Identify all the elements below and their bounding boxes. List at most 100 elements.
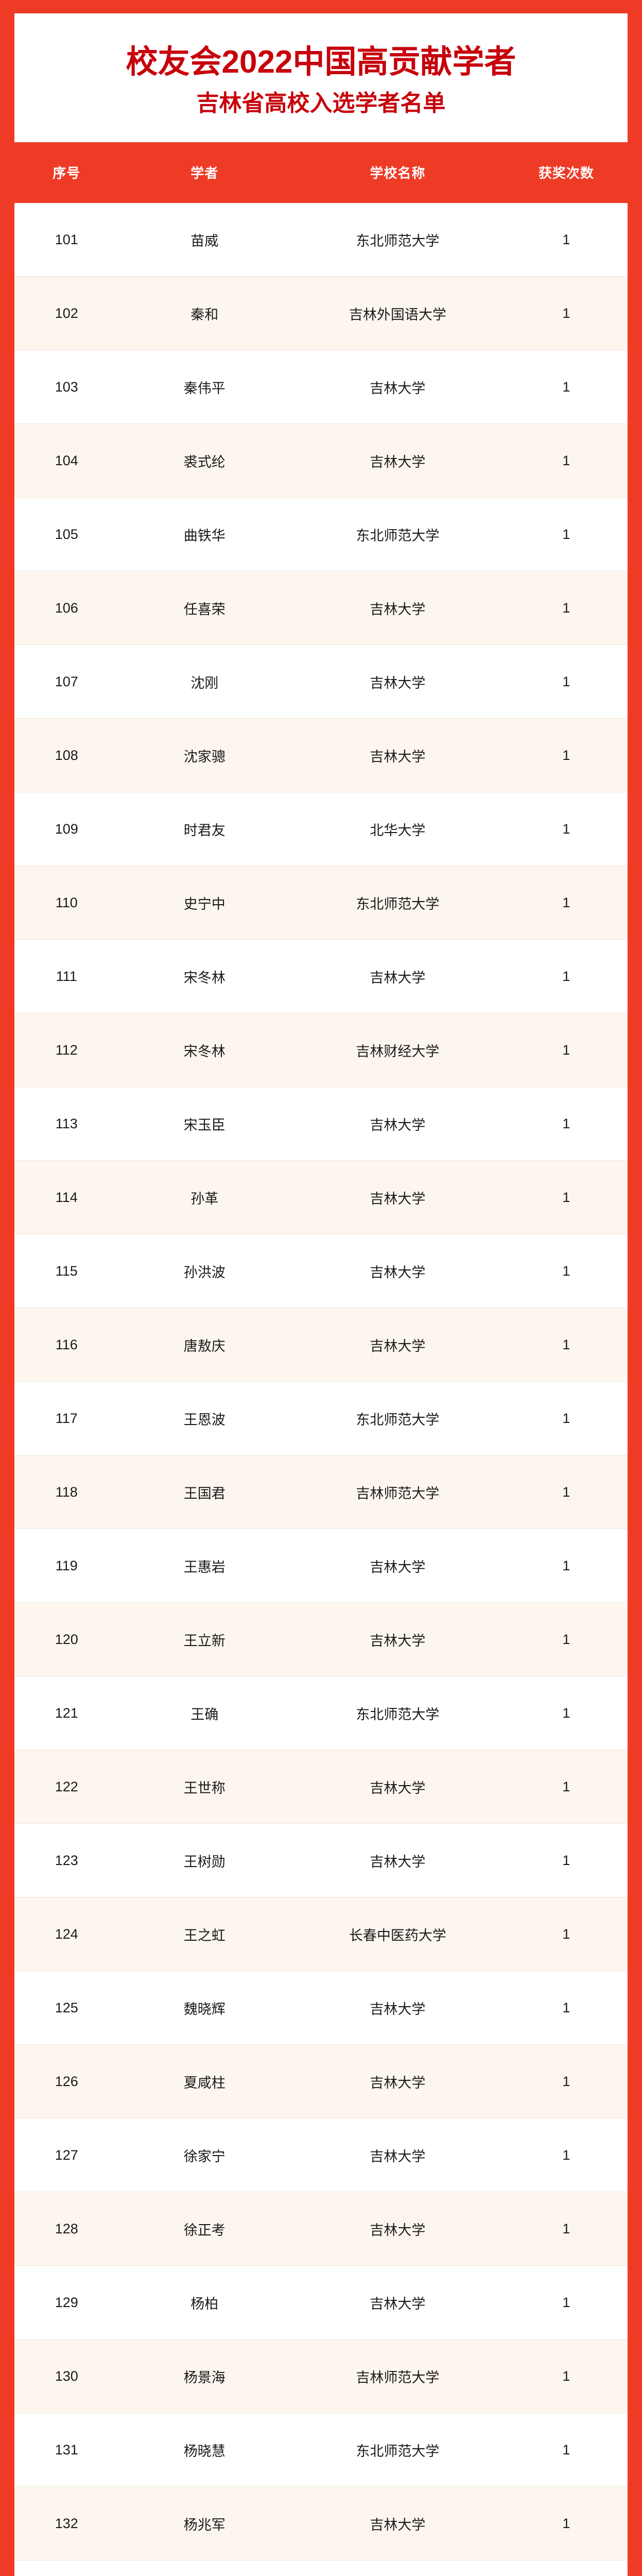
row-school: 吉林大学 [290, 939, 505, 1014]
row-count: 1 [505, 1381, 628, 1456]
row-index: 106 [14, 571, 119, 646]
row-school: 吉林大学 [290, 2486, 505, 2561]
row-school: 吉林大学 [290, 2560, 505, 2576]
row-index: 120 [14, 1602, 119, 1677]
row-count: 1 [505, 792, 628, 867]
row-scholar: 王确 [118, 1676, 290, 1751]
table-row: 130 杨景海 吉林师范大学 1 [14, 2339, 628, 2414]
row-scholar: 杨兆军 [118, 2486, 290, 2561]
row-index: 119 [14, 1529, 119, 1603]
table-row: 119 王惠岩 吉林大学 1 [14, 1529, 628, 1603]
row-school: 吉林师范大学 [290, 1455, 505, 1530]
row-index: 109 [14, 792, 119, 867]
row-index: 129 [14, 2265, 119, 2340]
row-count: 1 [505, 276, 628, 351]
poster-inner-card: 校友会2022中国高贡献学者 吉林省高校入选学者名单 序号 学者 学校名称 获奖… [14, 13, 628, 2576]
row-school: 长春中医药大学 [290, 1897, 505, 1972]
row-school: 吉林大学 [290, 1308, 505, 1382]
row-scholar: 徐正考 [118, 2192, 290, 2266]
row-scholar: 宋冬林 [118, 939, 290, 1014]
row-count: 1 [505, 645, 628, 719]
page-subtitle: 吉林省高校入选学者名单 [196, 91, 446, 116]
row-count: 1 [505, 1455, 628, 1530]
row-index: 110 [14, 866, 119, 940]
row-count: 1 [505, 1234, 628, 1309]
table-row: 127 徐家宁 吉林大学 1 [14, 2118, 628, 2193]
row-index: 102 [14, 276, 119, 351]
row-scholar: 任喜荣 [118, 571, 290, 646]
row-scholar: 杨晓慧 [118, 2413, 290, 2487]
row-count: 1 [505, 2339, 628, 2414]
table-row: 126 夏咸柱 吉林大学 1 [14, 2044, 628, 2119]
table-row: 108 沈家骢 吉林大学 1 [14, 718, 628, 793]
row-count: 1 [505, 866, 628, 940]
row-count: 1 [505, 1160, 628, 1235]
row-school: 吉林大学 [290, 1602, 505, 1677]
row-index: 123 [14, 1823, 119, 1898]
table-wrapper: 序号 学者 学校名称 获奖次数 101 苗威 东北师范大学 1 102 秦和 吉林外国语大学… [14, 122, 628, 2576]
row-index: 122 [14, 1750, 119, 1824]
row-count: 1 [505, 350, 628, 425]
table-row: 122 王世称 吉林大学 1 [14, 1750, 628, 1824]
row-count: 1 [505, 202, 628, 277]
row-count: 1 [505, 1897, 628, 1972]
row-count: 1 [505, 1602, 628, 1677]
row-school: 吉林大学 [290, 1160, 505, 1235]
table-row: 132 杨兆军 吉林大学 1 [14, 2486, 628, 2561]
table-row: 131 杨晓慧 东北师范大学 1 [14, 2413, 628, 2487]
table-header-row: 序号 学者 学校名称 获奖次数 [14, 142, 628, 203]
row-scholar: 唐敖庆 [118, 1308, 290, 1382]
page-title: 校友会2022中国高贡献学者 [126, 44, 516, 80]
table-row: 128 徐正考 吉林大学 1 [14, 2192, 628, 2266]
row-count: 1 [505, 2486, 628, 2561]
row-scholar: 杨景海 [118, 2339, 290, 2414]
row-index: 124 [14, 1897, 119, 1972]
row-count: 1 [505, 497, 628, 572]
row-scholar: 王惠岩 [118, 1529, 290, 1603]
scholars-table: 序号 学者 学校名称 获奖次数 101 苗威 东北师范大学 1 102 秦和 吉林外国语大学… [14, 142, 628, 2576]
row-scholar: 秦伟平 [118, 350, 290, 425]
row-count: 1 [505, 2560, 628, 2576]
table-row: 129 杨柏 吉林大学 1 [14, 2265, 628, 2340]
row-scholar: 裘式纶 [118, 423, 290, 498]
row-index: 114 [14, 1160, 119, 1235]
table-row: 111 宋冬林 吉林大学 1 [14, 939, 628, 1014]
table-row: 123 王树勋 吉林大学 1 [14, 1823, 628, 1898]
row-school: 吉林大学 [290, 1234, 505, 1309]
row-index: 101 [14, 202, 119, 277]
row-index: 131 [14, 2413, 119, 2487]
table-row: 107 沈刚 吉林大学 1 [14, 645, 628, 719]
row-count: 1 [505, 1750, 628, 1824]
row-school: 东北师范大学 [290, 497, 505, 572]
row-scholar: 孙革 [118, 1160, 290, 1235]
row-index: 111 [14, 939, 119, 1014]
row-scholar: 曲铁华 [118, 497, 290, 572]
table-row: 105 曲铁华 东北师范大学 1 [14, 497, 628, 572]
row-count: 1 [505, 1308, 628, 1382]
row-school: 吉林大学 [290, 1823, 505, 1898]
row-scholar: 秦和 [118, 276, 290, 351]
table-row: 112 宋冬林 吉林财经大学 1 [14, 1013, 628, 1088]
row-school: 吉林大学 [290, 350, 505, 425]
row-scholar: 王国君 [118, 1455, 290, 1530]
table-row: 102 秦和 吉林外国语大学 1 [14, 276, 628, 351]
table-row: 109 时君友 北华大学 1 [14, 792, 628, 867]
row-scholar: 苗威 [118, 202, 290, 277]
row-scholar: 王树勋 [118, 1823, 290, 1898]
row-count: 1 [505, 1013, 628, 1088]
row-school: 吉林大学 [290, 2265, 505, 2340]
row-school: 东北师范大学 [290, 202, 505, 277]
row-count: 1 [505, 2044, 628, 2119]
row-school: 吉林大学 [290, 1087, 505, 1161]
row-index: 126 [14, 2044, 119, 2119]
row-scholar: 王恩波 [118, 1381, 290, 1456]
row-count: 1 [505, 2265, 628, 2340]
row-school: 吉林大学 [290, 571, 505, 646]
column-header-index: 序号 [14, 142, 119, 203]
row-count: 1 [505, 571, 628, 646]
table-row: 103 秦伟平 吉林大学 1 [14, 350, 628, 425]
row-school: 吉林大学 [290, 1750, 505, 1824]
row-scholar: 夏咸柱 [118, 2044, 290, 2119]
row-school: 东北师范大学 [290, 1676, 505, 1751]
